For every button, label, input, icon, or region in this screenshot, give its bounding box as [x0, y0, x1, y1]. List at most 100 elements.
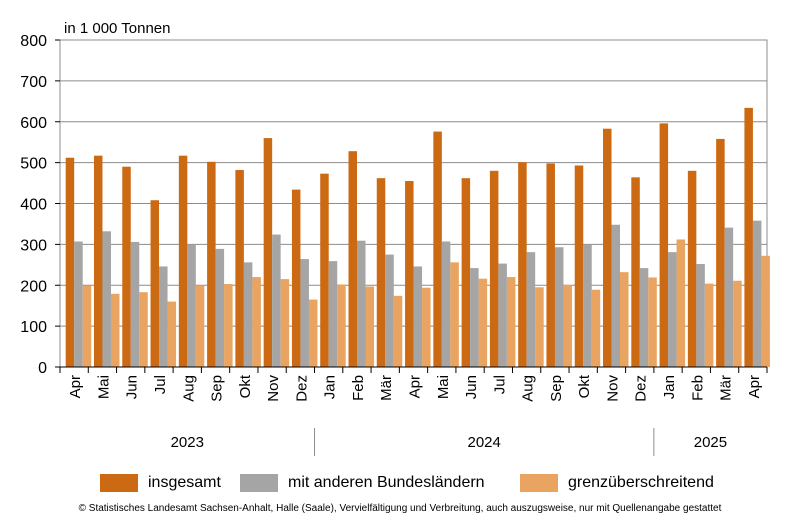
y-tick-label: 500 [20, 156, 47, 173]
bar-0-2 [122, 166, 131, 367]
bar-1-13 [441, 241, 451, 367]
bar-1-4 [187, 244, 196, 367]
x-tick-label: Jan [661, 375, 678, 399]
x-tick-label: Mär [378, 375, 395, 401]
bar-2-21 [676, 239, 686, 367]
bar-0-5 [207, 161, 216, 367]
y-tick-label: 800 [20, 33, 47, 50]
x-tick-label: Apr [67, 375, 84, 398]
bar-2-22 [704, 283, 714, 367]
bar-2-1 [110, 293, 120, 367]
copyright-footer: © Statistisches Landesamt Sachsen-Anhalt… [78, 503, 722, 514]
y-tick-label: 600 [20, 115, 47, 132]
bar-0-22 [687, 170, 697, 367]
bar-0-21 [659, 123, 669, 367]
unit-label: in 1 000 Tonnen [64, 20, 171, 37]
y-tick-label: 300 [20, 237, 47, 254]
x-tick-label: Mai [95, 375, 112, 399]
bar-1-2 [130, 241, 140, 367]
bar-2-2 [139, 292, 148, 367]
bar-1-15 [498, 263, 507, 367]
bar-1-16 [526, 252, 536, 367]
legend-item-insgesamt: insgesamt [100, 474, 221, 492]
bar-1-8 [300, 259, 309, 367]
bar-2-5 [224, 284, 233, 367]
bar-2-6 [252, 277, 261, 367]
bar-0-18 [574, 165, 584, 367]
bar-0-23 [716, 138, 725, 367]
bar-2-17 [563, 284, 572, 367]
bar-2-20 [648, 277, 657, 367]
bar-1-18 [583, 244, 592, 367]
year-label: 2024 [468, 434, 501, 451]
bar-1-22 [696, 263, 705, 367]
bar-1-6 [243, 262, 253, 367]
x-tick-label: Aug [180, 375, 197, 402]
y-tick-label: 700 [20, 74, 47, 91]
x-tick-label: Mär [718, 375, 735, 401]
x-tick-label: Sep [548, 375, 565, 402]
bar-2-16 [535, 287, 544, 367]
bar-2-3 [167, 301, 177, 367]
x-tick-label: Sep [209, 375, 226, 402]
bar-1-20 [639, 268, 649, 367]
bar-1-9 [328, 261, 338, 367]
legend: insgesamt mit anderen Bundesländern gren… [0, 474, 800, 498]
bar-1-1 [102, 231, 111, 367]
x-tick-label: Nov [604, 375, 621, 402]
bar-2-12 [422, 287, 431, 367]
x-tick-label: Feb [350, 375, 367, 401]
x-tick-label: Nov [265, 375, 282, 402]
bar-1-14 [470, 268, 479, 367]
bar-0-14 [461, 178, 471, 367]
bar-0-11 [376, 178, 386, 367]
bar-0-17 [546, 163, 555, 367]
bar-0-8 [291, 189, 301, 367]
x-tick-label: Feb [689, 375, 706, 401]
x-tick-label: Mai [435, 375, 452, 399]
y-tick-label: 400 [20, 197, 47, 214]
y-tick-label: 0 [38, 360, 47, 377]
bar-2-14 [478, 278, 488, 367]
bar-0-6 [235, 169, 244, 367]
bar-1-12 [413, 266, 423, 367]
bar-0-13 [433, 131, 442, 367]
bar-1-3 [159, 266, 168, 367]
x-tick-label: Jan [322, 375, 339, 399]
legend-label: grenzüberschreitend [568, 474, 714, 491]
bar-1-7 [272, 234, 281, 367]
bar-1-5 [215, 248, 225, 367]
bar-2-10 [365, 286, 374, 367]
bar-2-24 [761, 255, 770, 367]
bar-2-19 [620, 272, 629, 367]
bar-2-11 [393, 295, 403, 367]
bar-0-15 [489, 170, 499, 367]
bar-2-13 [450, 262, 459, 367]
bar-1-21 [668, 252, 677, 367]
legend-label: mit anderen Bundesländern [288, 474, 485, 491]
bar-0-24 [744, 107, 753, 367]
bar-0-9 [320, 173, 329, 367]
x-tick-label: Okt [237, 374, 254, 398]
bar-1-10 [357, 240, 366, 367]
x-tick-label: Dez [293, 375, 310, 402]
bar-2-0 [82, 285, 92, 367]
legend-swatch [520, 474, 558, 492]
bar-0-19 [603, 128, 612, 367]
x-tick-label: Dez [633, 375, 650, 402]
bar-0-12 [405, 181, 414, 367]
bar-0-10 [348, 151, 357, 367]
legend-label: insgesamt [148, 474, 221, 491]
bar-1-23 [724, 227, 734, 367]
legend-swatch [100, 474, 138, 492]
bar-0-16 [518, 162, 527, 367]
bar-1-17 [554, 247, 564, 367]
bar-1-24 [752, 220, 762, 367]
x-tick-label: Jun [463, 375, 480, 399]
chart: 0 100 200 300 400 500 600 700 800 Apr Mai Jun Jul Aug… [20, 33, 770, 456]
bar-2-18 [591, 289, 601, 367]
legend-item-grenzueberschreitend: grenzüberschreitend [520, 474, 714, 492]
bar-0-0 [65, 157, 75, 367]
year-label: 2025 [694, 434, 727, 451]
bar-2-23 [733, 280, 742, 367]
